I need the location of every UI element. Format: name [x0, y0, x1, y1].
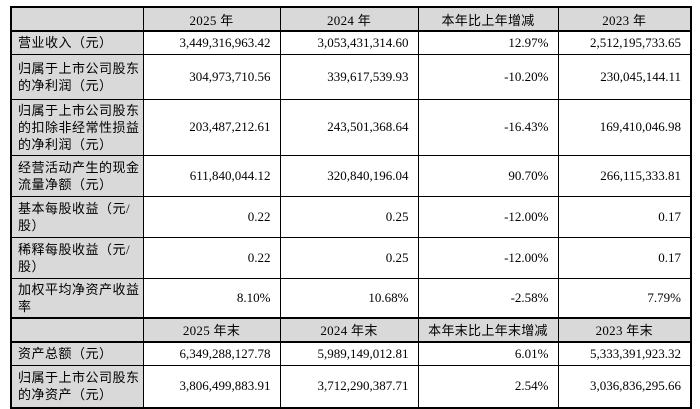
value-change: -16.43% — [417, 98, 559, 156]
value-2025: 611,840,044.12 — [142, 154, 281, 197]
col-header-yearend-change: 本年末比上年末增减 — [417, 316, 559, 343]
value-2023: 3,036,836,295.66 — [557, 365, 692, 408]
table-row-operating-cash-flow: 经营活动产生的现金流量净额（元） 611,840,044.12 320,840,… — [10, 154, 692, 197]
row-label: 资产总额（元） — [10, 341, 144, 366]
value-change: -12.00% — [417, 195, 559, 238]
value-2023: 266,115,333.81 — [557, 154, 692, 197]
value-change: -2.58% — [417, 277, 559, 318]
corner-cell — [10, 316, 144, 343]
value-2025: 0.22 — [142, 195, 281, 238]
row-label: 加权平均净资产收益率 — [10, 277, 144, 318]
value-2023: 5,333,391,923.32 — [557, 341, 692, 366]
row-label: 归属于上市公司股东的净资产（元） — [10, 365, 144, 408]
value-change: 90.70% — [417, 154, 559, 197]
value-2023: 0.17 — [557, 236, 692, 279]
annual-header-row: 2025 年 2024 年 本年比上年增减 2023 年 — [10, 6, 692, 32]
value-change: -10.20% — [417, 53, 559, 100]
row-label: 稀释每股收益（元/股） — [10, 236, 144, 279]
value-2023: 7.79% — [557, 277, 692, 318]
value-2024: 0.25 — [279, 195, 419, 238]
col-header-2025-end: 2025 年末 — [142, 316, 281, 343]
value-2024: 3,712,290,387.71 — [279, 365, 419, 408]
row-label: 归属于上市公司股东的扣除非经常性损益的净利润（元） — [10, 98, 144, 156]
value-2023: 230,045,144.11 — [557, 53, 692, 100]
table-row-diluted-eps: 稀释每股收益（元/股） 0.22 0.25 -12.00% 0.17 — [10, 236, 692, 279]
value-2024: 320,840,196.04 — [279, 154, 419, 197]
value-2025: 304,973,710.56 — [142, 53, 281, 100]
value-change: -12.00% — [417, 236, 559, 279]
value-2023: 169,410,046.98 — [557, 98, 692, 156]
table-row-basic-eps: 基本每股收益（元/股） 0.22 0.25 -12.00% 0.17 — [10, 195, 692, 238]
row-label: 营业收入（元） — [10, 30, 144, 55]
col-header-2024: 2024 年 — [279, 6, 419, 32]
value-2024: 0.25 — [279, 236, 419, 279]
row-label: 归属于上市公司股东的净利润（元） — [10, 53, 144, 100]
value-2024: 10.68% — [279, 277, 419, 318]
value-2023: 2,512,195,733.65 — [557, 30, 692, 55]
value-2023: 0.17 — [557, 195, 692, 238]
value-change: 12.97% — [417, 30, 559, 55]
table-row-net-assets: 归属于上市公司股东的净资产（元） 3,806,499,883.91 3,712,… — [10, 365, 692, 408]
corner-cell — [10, 6, 144, 32]
table-row-weighted-avg-roe: 加权平均净资产收益率 8.10% 10.68% -2.58% 7.79% — [10, 277, 692, 318]
value-2025: 8.10% — [142, 277, 281, 318]
value-change: 6.01% — [417, 341, 559, 366]
row-label: 基本每股收益（元/股） — [10, 195, 144, 238]
value-2025: 3,449,316,963.42 — [142, 30, 281, 55]
value-2025: 3,806,499,883.91 — [142, 365, 281, 408]
value-2024: 339,617,539.93 — [279, 53, 419, 100]
table-row-operating-revenue: 营业收入（元） 3,449,316,963.42 3,053,431,314.6… — [10, 30, 692, 55]
value-2025: 203,487,212.61 — [142, 98, 281, 156]
value-change: 2.54% — [417, 365, 559, 408]
col-header-2025: 2025 年 — [142, 6, 281, 32]
col-header-2023: 2023 年 — [557, 6, 692, 32]
col-header-2023-end: 2023 年末 — [557, 316, 692, 343]
year-end-header-row: 2025 年末 2024 年末 本年末比上年末增减 2023 年末 — [10, 316, 692, 343]
value-2025: 6,349,288,127.78 — [142, 341, 281, 366]
value-2024: 3,053,431,314.60 — [279, 30, 419, 55]
value-2024: 243,501,368.64 — [279, 98, 419, 156]
value-2025: 0.22 — [142, 236, 281, 279]
table-row-net-profit: 归属于上市公司股东的净利润（元） 304,973,710.56 339,617,… — [10, 53, 692, 100]
col-header-2024-end: 2024 年末 — [279, 316, 419, 343]
row-label: 经营活动产生的现金流量净额（元） — [10, 154, 144, 197]
table-row-total-assets: 资产总额（元） 6,349,288,127.78 5,989,149,012.8… — [10, 341, 692, 366]
col-header-yoy-change: 本年比上年增减 — [417, 6, 559, 32]
key-financials-table: 2025 年 2024 年 本年比上年增减 2023 年 营业收入（元） 3,4… — [10, 6, 692, 409]
table-row-net-profit-excl-nonrecurring: 归属于上市公司股东的扣除非经常性损益的净利润（元） 203,487,212.61… — [10, 98, 692, 156]
value-2024: 5,989,149,012.81 — [279, 341, 419, 366]
